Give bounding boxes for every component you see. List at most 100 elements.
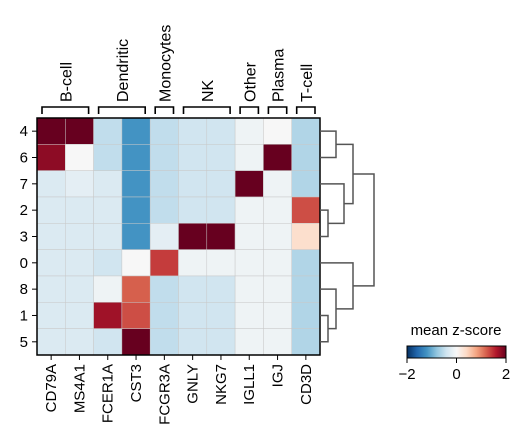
row-tick-label: 7 [20,176,28,193]
row-tick-label: 8 [20,281,28,298]
heatmap-cell [178,275,208,303]
heatmap-cell [263,275,292,303]
heatmap-cell [121,117,151,145]
row-tick-label: 2 [20,202,28,219]
heatmap-cell [36,223,66,250]
heatmap-cell [234,328,264,356]
heatmap-cell [65,117,94,145]
heatmap-cell [206,328,236,356]
heatmap-cell [263,196,292,224]
heatmap-cell [178,196,208,224]
group-label: Dendritic [115,39,132,102]
heatmap-cell [149,144,179,171]
heatmap-cell [291,328,321,356]
group-brackets: B-cell Dendritic Monocytes NK Other Plasma T-c… [41,25,316,114]
colorbar-ticks: −2 0 2 [398,358,510,383]
heatmap-cell [36,249,66,277]
heatmap-cell [263,170,292,198]
column-tick-label: MS4A1 [71,364,88,413]
heatmap-cell [121,196,151,224]
heatmap-cell [93,249,123,277]
heatmap-cell [263,302,292,329]
heatmap-cell [93,117,123,145]
row-tick-label: 0 [20,255,28,272]
column-tick-label: IGLL1 [241,364,258,405]
colorbar-tick-label: −2 [398,366,415,383]
heatmap-cell [36,275,66,303]
heatmap-cell [206,275,236,303]
heatmap-cell [206,117,236,145]
dendrogram-link [320,209,329,238]
heatmap-cell [121,170,151,198]
heatmap-cell [65,302,94,329]
dendrogram-link [320,183,345,225]
heatmap-cell [36,328,66,356]
heatmap-cell [65,170,94,198]
heatmap-cell [65,196,94,224]
heatmap-cell [178,249,208,277]
heatmap-cell [234,117,264,145]
column-tick-label: IGJ [270,364,287,387]
heatmap-cell [149,302,179,329]
row-tick-label: 5 [20,334,28,351]
heatmap-cell [149,170,179,198]
heatmap-cell [36,144,66,171]
colorbar: mean z-score −2 0 2 [398,322,510,383]
heatmap-cell [206,223,236,250]
dendrogram-link [353,173,375,287]
heatmap-cell [234,196,264,224]
heatmap-cell [93,302,123,329]
heatmap-cell [121,302,151,329]
column-tick-label: NKG7 [213,364,230,405]
heatmap-cell [234,170,264,198]
heatmap-cell [263,144,292,171]
group-bracket [97,106,146,114]
heatmap-cell [263,223,292,250]
heatmap-cell [291,249,321,277]
colorbar-title: mean z-score [411,322,502,339]
heatmap-cell [149,328,179,356]
group-bracket [239,106,260,114]
heatmap-cell [234,275,264,303]
heatmap-cell [65,223,94,250]
row-ticks: 4 6 7 2 3 0 8 1 5 [20,123,37,351]
colorbar-tick-label: 2 [502,366,510,383]
heatmap-cell [36,196,66,224]
group-bracket [267,106,288,114]
heatmap-cells [36,117,321,356]
column-ticks: CD79A MS4A1 FCER1A CST3 FCGR3A GNLY NKG7 IGLL1 I… [43,354,315,425]
heatmap-cell [263,249,292,277]
heatmap-cell [234,302,264,329]
column-tick-label: CD3D [298,364,315,405]
heatmap-cell [234,144,264,171]
heatmap-cell [178,223,208,250]
heatmap-cell [149,275,179,303]
column-tick-label: FCGR3A [156,364,173,425]
colorbar-gradient [406,345,507,359]
heatmap-cell [206,196,236,224]
row-tick-label: 1 [20,307,28,324]
heatmap-cell [291,144,321,171]
heatmap-cell [149,249,179,277]
column-tick-label: CST3 [128,364,145,402]
heatmap-cell [36,170,66,198]
heatmap-cell [36,117,66,145]
heatmap-cell [65,328,94,356]
column-tick-label: CD79A [43,364,60,412]
heatmap-cell [291,302,321,329]
heatmap-cell [149,223,179,250]
group-bracket [182,106,231,114]
heatmap-cell [121,223,151,250]
heatmap-cell [65,275,94,303]
dendrogram-link [320,314,329,343]
heatmap-cell [291,275,321,303]
heatmap-cell [36,302,66,329]
heatmap-cell [93,144,123,171]
group-bracket [154,106,175,114]
column-tick-label: GNLY [185,364,202,404]
heatmap-cell [121,249,151,277]
heatmap-cell [206,144,236,171]
group-label: Plasma [271,49,288,102]
heatmap-cell [149,196,179,224]
